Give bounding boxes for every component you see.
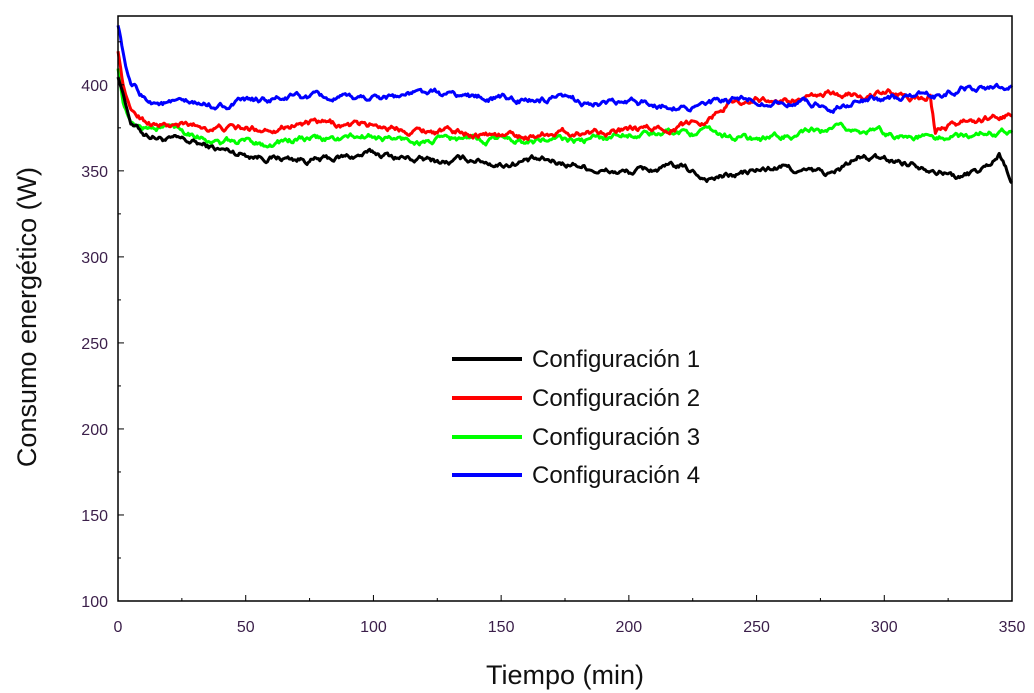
y-tick-label: 350 [81, 164, 108, 181]
y-tick-label: 100 [81, 594, 108, 611]
ticks-layer: 0 50 100 150 200 250 300 350 100 150 200 250 300 350 4… [81, 41, 1026, 636]
y-tick-label: 200 [81, 422, 108, 439]
series-layer [116, 25, 1014, 185]
x-tick-label: 50 [237, 619, 255, 636]
y-tick-label: 150 [81, 508, 108, 525]
legend-label-4: Configuración 4 [532, 462, 700, 489]
legend-label-3: Configuración 3 [532, 424, 700, 451]
legend: Configuración 1 Configuración 2 Configur… [452, 346, 700, 489]
y-tick-label: 400 [81, 78, 108, 95]
x-tick-label: 250 [743, 619, 770, 636]
x-tick-label: 350 [999, 619, 1026, 636]
plot-frame [117, 15, 1013, 602]
x-tick-label: 100 [360, 619, 387, 636]
y-tick-label: 300 [81, 250, 108, 267]
y-tick-label: 250 [81, 336, 108, 353]
y-axis-title: Consumo energético (W) [12, 167, 42, 467]
x-tick-label: 200 [616, 619, 643, 636]
x-tick-label: 150 [488, 619, 515, 636]
series-line-4 [116, 25, 1014, 114]
legend-label-1: Configuración 1 [532, 346, 700, 373]
x-tick-label: 0 [114, 619, 123, 636]
series-line-3 [116, 68, 1014, 149]
series-line-1 [116, 76, 1014, 185]
x-tick-label: 300 [871, 619, 898, 636]
legend-label-2: Configuración 2 [532, 385, 700, 412]
x-axis-title: Tiempo (min) [486, 660, 644, 690]
